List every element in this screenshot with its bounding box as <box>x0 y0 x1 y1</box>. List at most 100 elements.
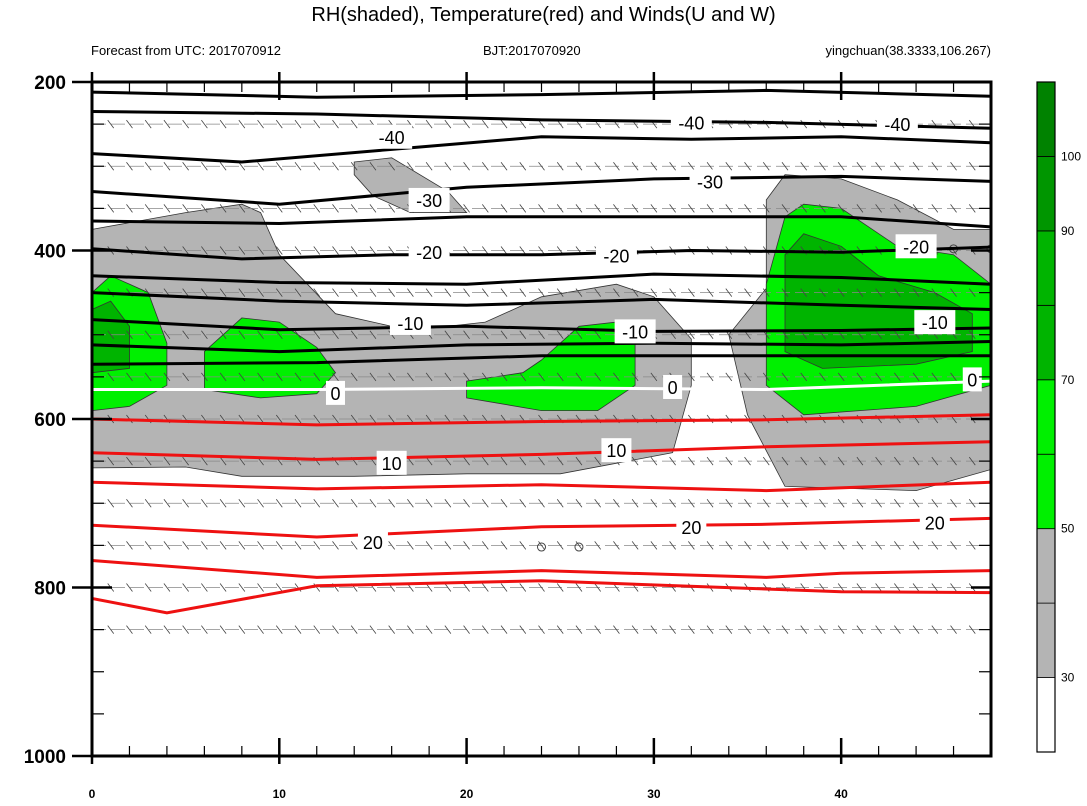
isotherm--30 <box>92 174 991 206</box>
wind-barb <box>463 162 470 171</box>
wind-barb <box>294 288 302 297</box>
wind-barb <box>594 330 602 339</box>
wind-barb <box>875 499 882 508</box>
wind-barb <box>931 625 939 634</box>
wind-barb <box>163 162 171 171</box>
wind-barb <box>163 204 171 213</box>
colorbar-label: 70 <box>1061 373 1075 387</box>
wind-barb <box>744 541 751 550</box>
wind-barb <box>875 583 882 592</box>
wind-barb <box>519 204 527 213</box>
wind-barb <box>575 499 583 508</box>
wind-barb <box>519 330 527 339</box>
wind-barb <box>725 499 733 508</box>
wind-barb <box>313 499 321 508</box>
wind-barb <box>201 456 208 466</box>
wind-barb <box>575 162 583 171</box>
wind-barb <box>556 499 564 508</box>
calm-wind-marker <box>537 542 546 552</box>
wind-barb <box>706 456 714 466</box>
wind-barb <box>781 162 789 171</box>
wind-barb <box>931 541 939 550</box>
wind-barb <box>257 625 264 634</box>
isotherm--20 <box>92 245 991 261</box>
wind-barb <box>444 372 452 382</box>
wind-barb <box>350 119 358 129</box>
rh-region-70-90 <box>784 233 973 369</box>
wind-barb <box>444 625 452 634</box>
wind-barb <box>219 204 227 213</box>
wind-barb <box>819 541 826 550</box>
wind-barb <box>201 625 208 634</box>
wind-barb <box>781 288 789 297</box>
contour-label-box <box>670 110 712 135</box>
wind-barb <box>856 330 864 339</box>
wind-barb <box>369 162 377 171</box>
wind-barb <box>968 499 976 508</box>
x-tick-label: 10 <box>273 787 287 801</box>
wind-barb <box>144 541 152 550</box>
contour-label-box <box>962 367 982 392</box>
wind-barb <box>800 499 808 508</box>
wind-barb <box>519 372 527 382</box>
wind-barb <box>107 162 115 171</box>
wind-barb <box>219 372 227 382</box>
wind-barb <box>350 372 358 382</box>
wind-barb <box>613 204 620 213</box>
wind-barb <box>144 499 152 508</box>
wind-barb <box>819 162 826 171</box>
wind-barb <box>594 456 602 466</box>
wind-barb <box>463 625 470 634</box>
wind-barb <box>781 625 789 634</box>
wind-barb <box>894 330 901 339</box>
wind-barb <box>856 204 864 213</box>
contour-label: -40 <box>678 113 704 133</box>
wind-barb <box>594 625 602 634</box>
wind-barb <box>294 204 302 213</box>
wind-barb <box>219 456 227 466</box>
wind-barb <box>201 330 208 339</box>
wind-barb <box>388 372 395 382</box>
wind-barb <box>238 330 246 339</box>
wind-barb <box>350 246 358 255</box>
wind-barb <box>631 162 639 171</box>
wind-barb <box>669 162 676 171</box>
x-tick-label: 30 <box>647 787 661 801</box>
wind-barb <box>275 119 283 129</box>
wind-barb <box>126 162 133 171</box>
wind-barb <box>182 372 189 382</box>
wind-barb <box>182 541 189 550</box>
wind-barb <box>706 541 714 550</box>
wind-barb <box>350 414 358 424</box>
contour-label: -10 <box>397 314 423 334</box>
wind-barb <box>819 288 826 297</box>
contour-label: -20 <box>903 237 929 257</box>
wind-barb <box>107 330 115 339</box>
wind-barb <box>894 625 901 634</box>
wind-barb <box>332 246 339 255</box>
contour-label: 20 <box>681 518 701 538</box>
wind-barb <box>463 119 470 129</box>
wind-barb <box>313 119 321 129</box>
colorbar-segment <box>1036 81 1056 157</box>
wind-barb <box>744 499 751 508</box>
wind-barb <box>762 372 770 382</box>
wind-barb <box>837 499 845 508</box>
wind-barb <box>613 372 620 382</box>
wind-barb <box>950 583 957 592</box>
wind-barb <box>519 119 527 129</box>
contour-label: -20 <box>603 247 629 267</box>
wind-barb <box>388 541 395 550</box>
wind-barb <box>950 204 957 213</box>
wind-barb <box>107 204 115 213</box>
contour-label-box <box>614 319 656 344</box>
wind-barb <box>257 204 264 213</box>
wind-barb <box>688 541 695 550</box>
wind-barb <box>257 246 264 255</box>
wind-barb <box>556 456 564 466</box>
wind-barb <box>219 541 227 550</box>
wind-barb <box>407 625 414 634</box>
wind-barb <box>856 625 864 634</box>
isotherm-25 <box>92 559 991 579</box>
wind-barb <box>219 246 227 255</box>
